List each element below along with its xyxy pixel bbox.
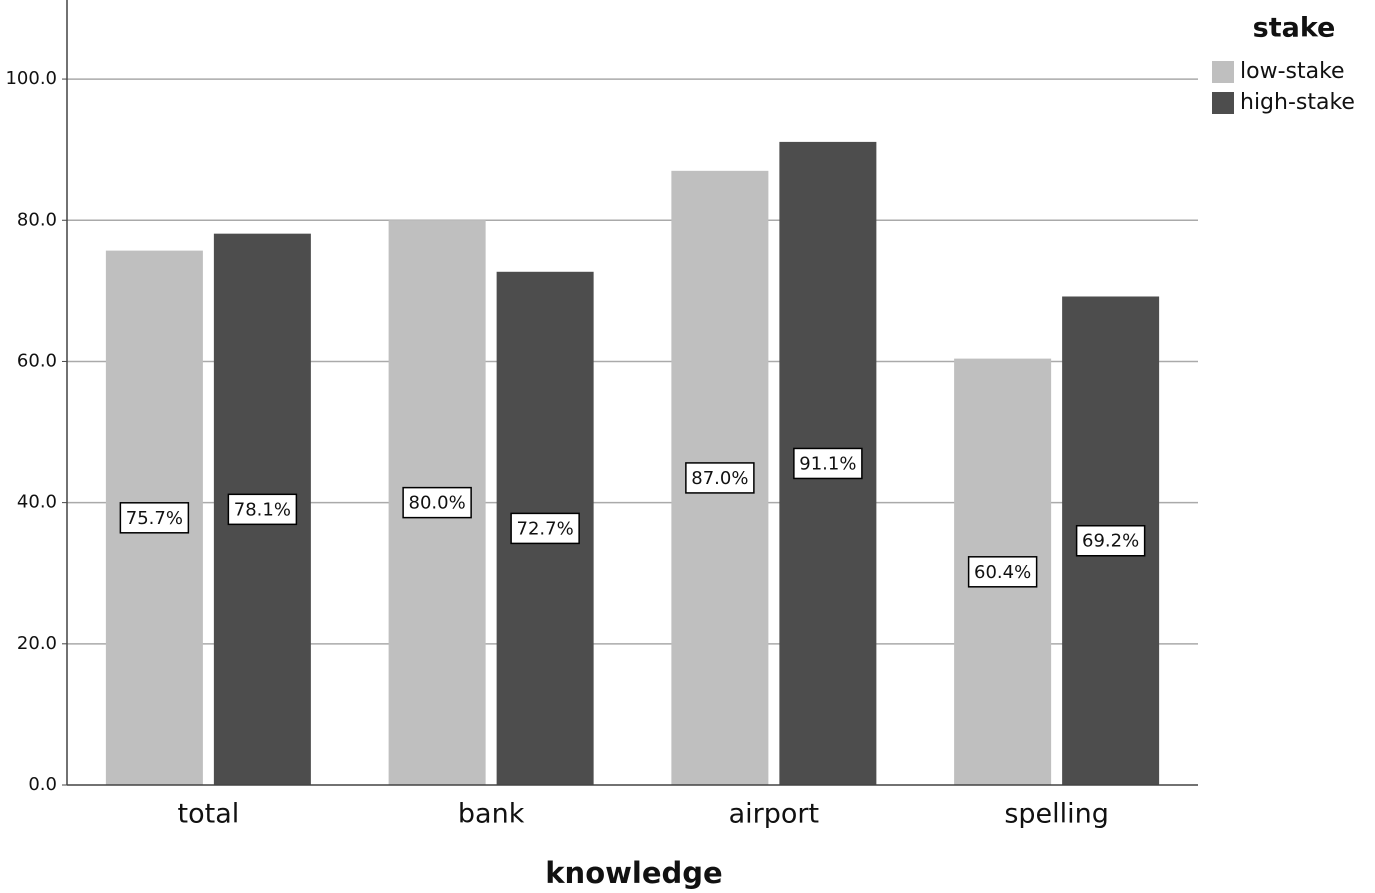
y-tick-label: 60.0 [17,350,57,371]
x-tick-label: spelling [1004,799,1109,830]
value-label: 72.7% [517,518,574,539]
value-label-box [119,502,190,534]
value-label-box [685,462,755,494]
x-axis-title: knowledge [545,856,722,890]
value-label: 87.0% [691,468,748,489]
legend-label: low-stake [1240,59,1345,84]
value-label: 91.1% [799,453,856,474]
y-tick-label: 20.0 [17,633,57,654]
value-label-box [793,447,863,480]
value-label-box [967,556,1038,588]
x-tick-label: bank [458,799,525,830]
value-label-box [402,486,472,519]
value-label: 80.0% [409,493,466,514]
y-tick-label: 100.0 [5,68,57,89]
value-label: 75.7% [126,508,183,529]
legend-title: stake [1253,13,1336,44]
value-label-box [510,512,580,545]
x-tick-label: airport [729,799,820,830]
legend-swatch [1212,92,1234,114]
value-label: 78.1% [234,499,291,520]
legend-swatch [1212,61,1234,83]
value-label-box [1075,524,1146,557]
value-label: 60.4% [974,562,1031,583]
x-tick-label: total [178,799,240,830]
legend-label: high-stake [1240,90,1355,115]
y-tick-label: 40.0 [17,492,57,513]
y-tick-label: 80.0 [17,209,57,230]
value-label: 69.2% [1082,531,1139,552]
y-tick-label: 0.0 [28,774,57,795]
value-label-box [227,493,298,526]
